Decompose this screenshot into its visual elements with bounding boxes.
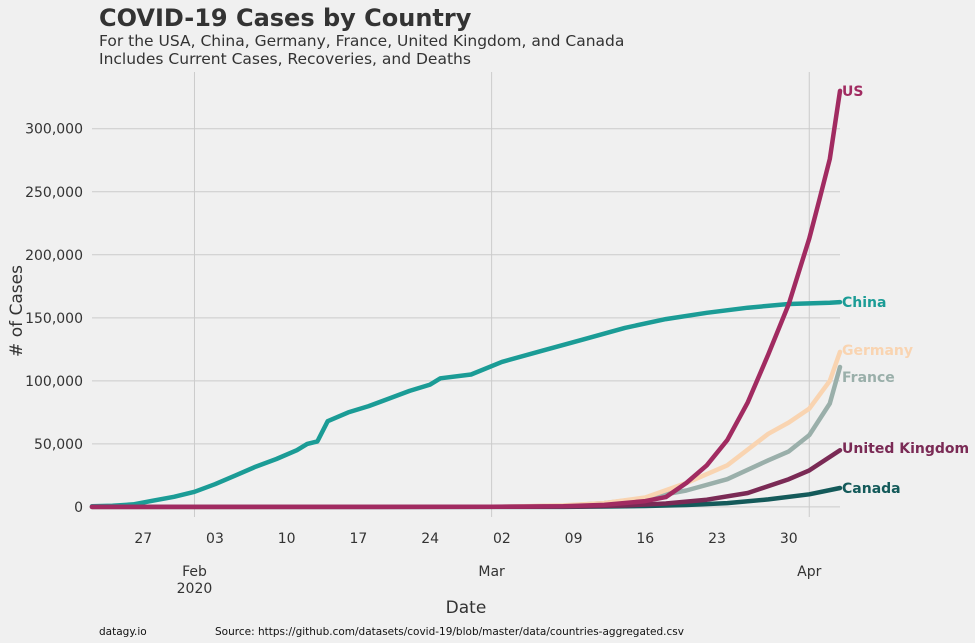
footer-source: Source: https://github.com/datasets/covi…: [215, 626, 684, 638]
y-tick-label: 50,000: [34, 437, 83, 453]
x-tick-label: 16: [636, 531, 654, 547]
series-end-labels: China Canada France Germany United Kingdom US: [842, 84, 969, 497]
x-tick-label: 10: [278, 531, 296, 547]
x-tick-label: 03: [206, 531, 224, 547]
chart-title: COVID-19 Cases by Country: [99, 4, 472, 32]
series-line-china: [89, 299, 843, 509]
y-tick-label: 300,000: [25, 122, 83, 138]
x-major-tick-label: Apr: [797, 564, 821, 580]
series-label-us: US: [842, 84, 863, 100]
y-tick-label: 100,000: [25, 374, 83, 390]
series-label-france: France: [842, 370, 895, 386]
x-tick-label: 02: [493, 531, 511, 547]
x-tick-label: 23: [708, 531, 726, 547]
x-tick-label: 24: [421, 531, 439, 547]
series-line-us: [89, 88, 843, 510]
grid-lines: [92, 72, 840, 517]
chart-subtitle-line-2: Includes Current Cases, Recoveries, and …: [99, 50, 471, 68]
x-tick-label: 17: [349, 531, 367, 547]
x-major-tick-label: Mar: [478, 564, 505, 580]
x-tick-label: 09: [565, 531, 583, 547]
axes: 0 50,000 100,000 150,000 200,000 250,000 300,0…: [25, 122, 822, 597]
y-tick-label: 0: [74, 500, 83, 516]
x-major-tick-label: Feb: [182, 564, 207, 580]
footer-brand: datagy.io: [99, 626, 147, 638]
series-label-canada: Canada: [842, 481, 901, 497]
y-tick-label: 250,000: [25, 185, 83, 201]
x-major-tick-year-label: 2020: [177, 581, 213, 597]
x-axis-label: Date: [446, 598, 487, 618]
series-label-united-kingdom: United Kingdom: [842, 441, 969, 457]
chart-subtitle-line-1: For the USA, China, Germany, France, Uni…: [99, 32, 625, 50]
y-tick-label: 150,000: [25, 311, 83, 327]
x-tick-label: 27: [134, 531, 152, 547]
series-label-germany: Germany: [842, 343, 913, 359]
series-lines: [89, 88, 843, 510]
series-label-china: China: [842, 295, 886, 311]
x-tick-label: 30: [780, 531, 798, 547]
y-axis-label: # of Cases: [7, 265, 27, 357]
y-tick-label: 200,000: [25, 248, 83, 264]
